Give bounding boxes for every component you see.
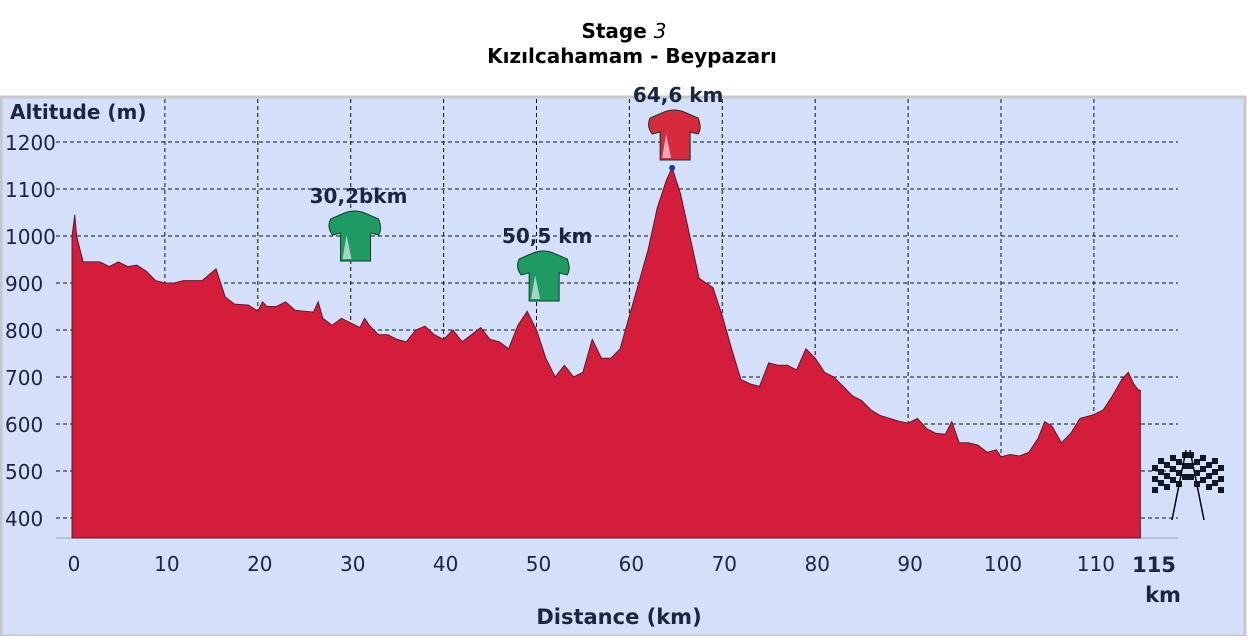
y-tick-label: 800	[5, 319, 43, 343]
flag-square	[1152, 476, 1158, 482]
climb-marker: 64,6 km	[633, 83, 723, 171]
flag-square	[1170, 466, 1176, 472]
flag-square	[1170, 477, 1176, 483]
x-tick-label: 20	[247, 552, 272, 576]
elevation-area	[71, 166, 1141, 539]
climb-label: 64,6 km	[633, 83, 723, 107]
flag-square	[1200, 455, 1206, 461]
x-tick-label: 0	[68, 552, 81, 576]
flag-square	[1218, 465, 1224, 471]
flag-square	[1164, 462, 1170, 468]
flag-square	[1188, 463, 1194, 469]
flag-square	[1164, 484, 1170, 490]
x-tick-label: 50	[526, 552, 551, 576]
y-tick-label: 700	[5, 366, 43, 390]
y-axis-label: Altitude (m)	[10, 100, 147, 124]
flag-square	[1212, 480, 1218, 486]
x-tick-label: 90	[897, 552, 922, 576]
climb-marker: 30,2bkm	[310, 184, 408, 262]
x-axis-label: Distance (km)	[536, 605, 701, 629]
flag-square	[1170, 455, 1176, 461]
climb-label: 30,2bkm	[310, 184, 408, 208]
y-tick-label: 500	[5, 460, 43, 484]
title-number: 3	[654, 19, 667, 43]
summit-dot	[669, 164, 676, 171]
x-tick-label: 110	[1077, 552, 1115, 576]
x-tick-label: 70	[712, 552, 737, 576]
x-tick-labels: 0 10 20 30 40 50 60 70 80 90 100 110	[68, 552, 1115, 576]
climb-marker: 50,5 km	[502, 224, 592, 302]
climb-label: 50,5 km	[502, 224, 592, 248]
flag-square	[1176, 470, 1182, 476]
jersey-highlight	[531, 274, 541, 299]
flag-square	[1152, 487, 1158, 493]
finish-unit-label: km	[1145, 583, 1181, 607]
x-tick-label: 100	[984, 552, 1022, 576]
y-tick-label: 1000	[5, 225, 56, 249]
red-jersey-icon	[648, 109, 701, 161]
finish-distance-label: 115	[1132, 553, 1176, 577]
checkered-flag	[1171, 449, 1224, 521]
flag-pole	[1171, 449, 1187, 521]
flag-square	[1188, 474, 1194, 480]
x-tick-label: 30	[340, 552, 365, 576]
flag-square	[1182, 463, 1188, 469]
flag-square	[1206, 462, 1212, 468]
flag-square	[1188, 452, 1194, 458]
flag-square	[1194, 470, 1200, 476]
x-tick-label: 40	[433, 552, 458, 576]
flag-square	[1176, 459, 1182, 465]
flag-square	[1158, 458, 1164, 464]
flag-square	[1164, 473, 1170, 479]
chart-title: Stage 3	[581, 19, 666, 43]
y-tick-label: 1100	[5, 178, 56, 202]
flag-square	[1200, 466, 1206, 472]
y-tick-label: 600	[5, 413, 43, 437]
green-jersey-icon	[328, 210, 382, 262]
flag-square	[1206, 484, 1212, 490]
green-jersey-icon	[517, 250, 570, 302]
jersey-highlight	[662, 134, 672, 158]
flag-square	[1158, 469, 1164, 475]
flag-square	[1152, 465, 1158, 471]
climb-markers: 30,2bkm 50,5 km 64,6 km	[310, 83, 723, 302]
flag-square	[1212, 469, 1218, 475]
flag-square	[1194, 481, 1200, 487]
flag-square	[1218, 487, 1224, 493]
x-tick-label: 80	[804, 552, 829, 576]
flag-square	[1206, 473, 1212, 479]
x-tick-label: 60	[619, 552, 644, 576]
y-tick-label: 900	[5, 272, 43, 296]
y-tick-labels: 1200 1100 1000 900 800 700 600 500 400	[5, 131, 56, 531]
flag-square	[1158, 480, 1164, 486]
y-tick-label: 1200	[5, 131, 56, 155]
flag-square	[1212, 458, 1218, 464]
flag-square	[1182, 474, 1188, 480]
jersey-highlight	[342, 235, 352, 259]
x-tick-label: 10	[154, 552, 179, 576]
title-prefix: Stage	[581, 19, 653, 43]
checkered-flags-icon	[1152, 449, 1224, 521]
flag-square	[1200, 477, 1206, 483]
flag-square	[1194, 459, 1200, 465]
y-tick-label: 400	[5, 507, 43, 531]
flag-square	[1218, 476, 1224, 482]
chart-subtitle: Kızılcahamam - Beypazarı	[487, 44, 777, 68]
